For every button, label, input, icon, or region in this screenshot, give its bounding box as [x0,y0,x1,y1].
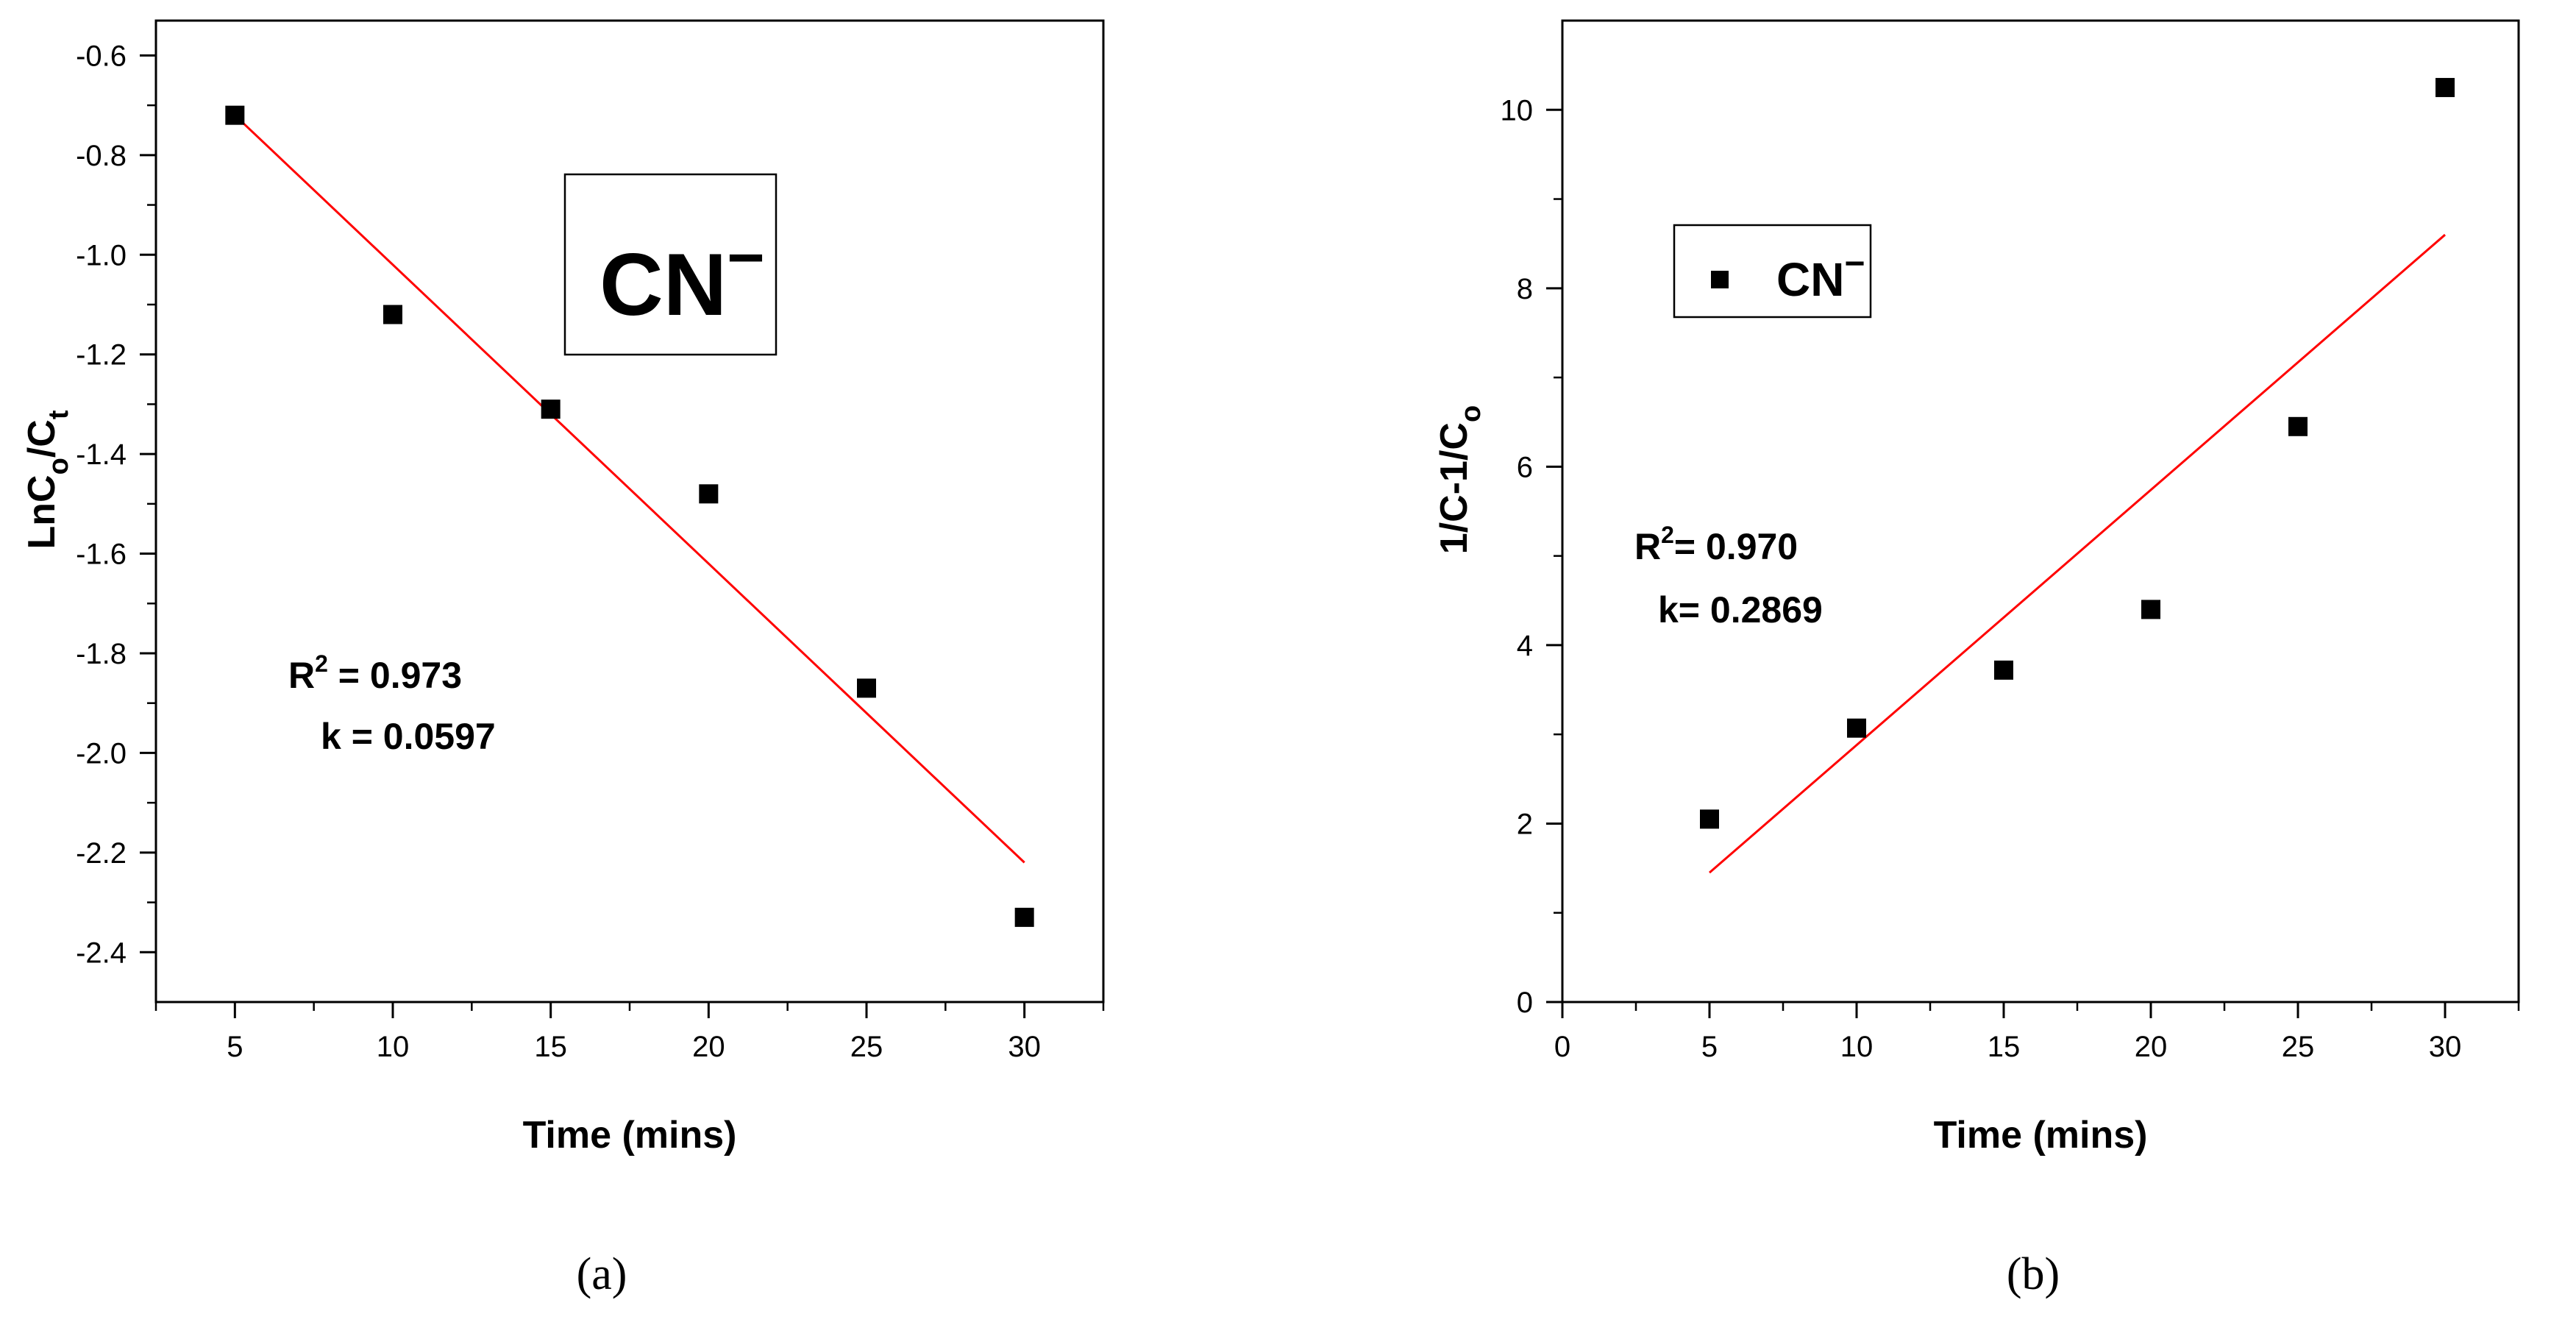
data-point [2436,77,2455,97]
fit-line [1709,233,2446,874]
panel-a-x-ticks: 5 10 15 20 25 30 [154,1002,1105,1063]
x-tick-label: 15 [1988,1031,2021,1063]
panel-a-legend-box [563,173,778,356]
data-point [225,105,245,125]
panel-a: 5 10 15 20 25 30 -0.6 -0.8 -1.0 -1.2 -1.4 -1.6 -1.8… [21,19,1105,1299]
y-tick-label: -2.2 [76,837,127,870]
panel-b-r2-annotation: R2= 0.970 [1634,522,1798,567]
x-tick-label: 30 [2429,1031,2462,1063]
y-tick-label: -2.4 [76,937,127,969]
y-tick-label: -1.0 [76,239,127,271]
panel-b-k-annotation: k= 0.2869 [1658,589,1823,630]
y-tick-label: -0.6 [76,40,127,72]
x-tick-label: 5 [1701,1031,1718,1063]
panel-b-data-points [1700,77,2455,829]
panel-b-x-axis-title: Time (mins) [1934,1114,2148,1157]
panel-a-legend-label: CN− [599,221,765,334]
panel-a-k-annotation: k = 0.0597 [321,716,496,757]
data-point [541,399,561,419]
panel-b-legend-marker [1711,271,1729,288]
panel-b-plot-frame [1561,19,2520,1003]
x-tick-label: 20 [2135,1031,2168,1063]
panel-b-x-ticks: 0 5 10 15 20 25 30 [1554,1002,2520,1063]
y-tick-label: -1.6 [76,539,127,571]
y-tick-label: 4 [1517,630,1533,662]
panel-a-fit-line-group [234,114,1025,864]
fit-line [234,114,1025,864]
x-tick-label: 10 [377,1031,410,1063]
y-tick-label: -0.8 [76,140,127,172]
panel-b-legend-box [1673,224,1872,319]
data-point [1700,809,1719,829]
y-tick-label: 2 [1517,808,1533,840]
panel-b-y-axis-title: 1/C-1/Co [1433,405,1487,554]
y-tick-label: 10 [1501,94,1534,127]
panel-b: 0 5 10 15 20 25 30 0 2 4 6 8 10 CN− R2= 0.970 k= 0.… [1433,19,2520,1299]
x-tick-label: 30 [1008,1031,1041,1063]
data-point [1847,718,1866,738]
data-point [1994,660,2013,680]
panel-b-fit-line-group [1709,233,2446,874]
x-tick-label: 20 [692,1031,725,1063]
y-tick-label: 6 [1517,451,1533,483]
y-tick-label: 8 [1517,273,1533,305]
data-point [2141,600,2160,619]
panel-a-y-ticks: -0.6 -0.8 -1.0 -1.2 -1.4 -1.6 -1.8 -2.0 -2.2 -2.4 [76,40,156,969]
y-tick-label: -1.4 [76,438,127,471]
data-point [699,484,719,504]
x-tick-label: 10 [1840,1031,1874,1063]
data-point [1014,907,1034,927]
panel-a-label: (a) [577,1249,627,1299]
panel-a-y-axis-title: LnCo/Ct [21,410,74,549]
panel-b-y-ticks: 0 2 4 6 8 10 [1501,94,1562,1019]
x-tick-label: 15 [534,1031,567,1063]
panel-a-data-points [225,105,1034,927]
x-tick-label: 25 [850,1031,883,1063]
panel-b-legend-label: CN− [1776,244,1865,306]
x-tick-label: 25 [2282,1031,2315,1063]
data-point [383,305,402,324]
x-tick-label: 0 [1554,1031,1570,1063]
panel-b-label: (b) [2007,1249,2060,1299]
y-tick-label: -2.0 [76,737,127,770]
x-tick-label: 5 [227,1031,243,1063]
y-tick-label: 0 [1517,987,1533,1019]
panel-a-x-axis-title: Time (mins) [523,1114,737,1157]
y-tick-label: -1.8 [76,638,127,670]
panel-a-r2-annotation: R2 = 0.973 [288,650,462,696]
data-point [2288,416,2308,436]
y-tick-label: -1.2 [76,339,127,372]
data-point [857,678,876,698]
panel-a-plot-frame [154,19,1105,1003]
